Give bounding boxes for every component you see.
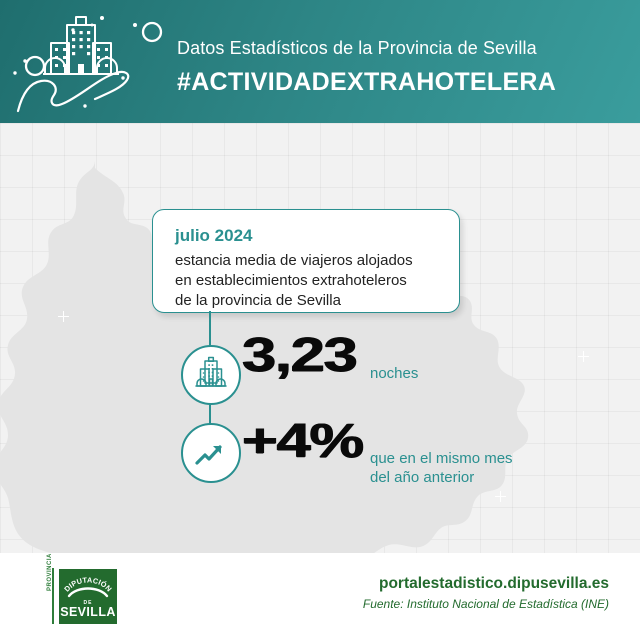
svg-text:SEVILLA: SEVILLA [60, 605, 116, 619]
svg-text:DIPUTACIÓN: DIPUTACIÓN [62, 575, 113, 593]
